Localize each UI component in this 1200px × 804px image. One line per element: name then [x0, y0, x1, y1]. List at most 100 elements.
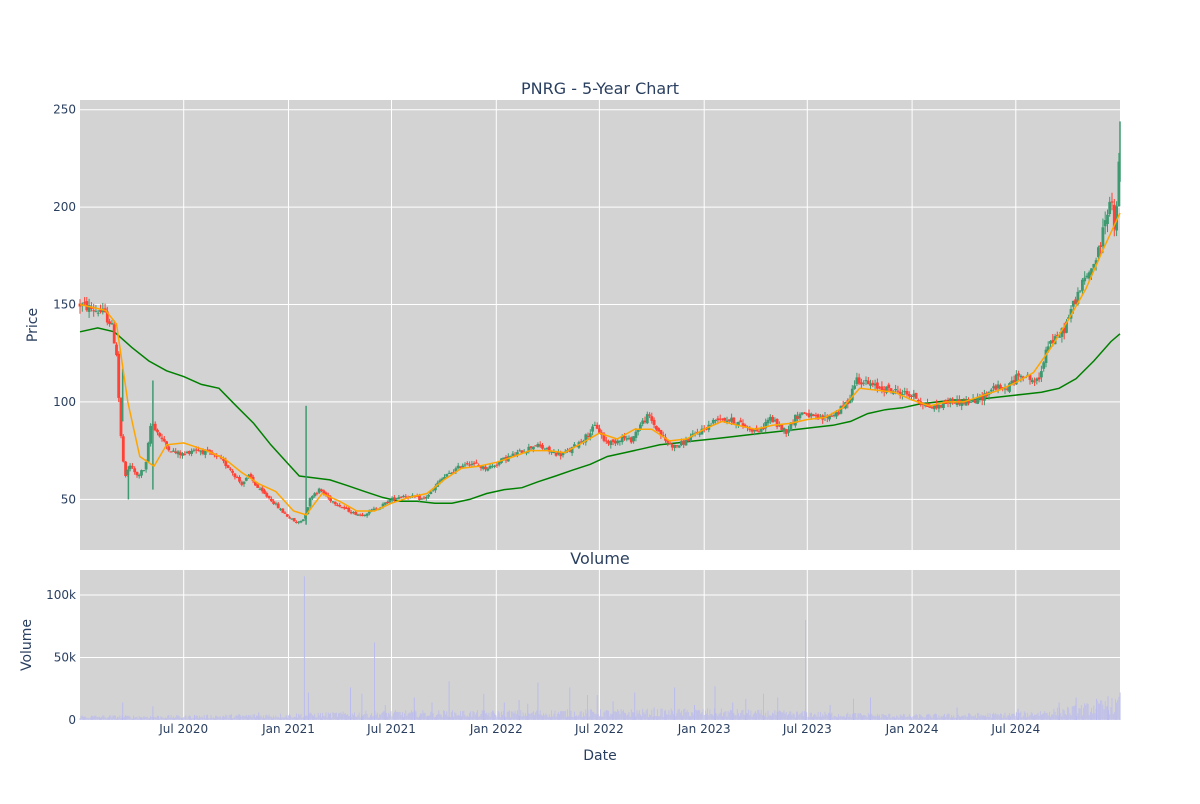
candle-body — [270, 498, 273, 502]
price-plot-area — [80, 100, 1120, 550]
candle-body — [579, 441, 583, 443]
candle-body — [1003, 388, 1007, 390]
candle-body — [914, 392, 918, 399]
candle-body — [561, 453, 565, 456]
candle-body — [750, 429, 754, 432]
candle-body — [1033, 381, 1036, 383]
candle-body — [680, 441, 683, 446]
candle-body — [748, 427, 752, 430]
candle-body — [1099, 245, 1102, 247]
candle-body — [807, 413, 811, 418]
x-tick-label: Jul 2021 — [366, 722, 416, 736]
candle-body — [108, 321, 111, 325]
volume-subplot-title: Volume — [570, 549, 630, 568]
candle-body — [999, 385, 1002, 390]
candle-body — [128, 465, 132, 470]
candle-body — [276, 503, 280, 509]
candle-body — [778, 424, 781, 426]
candle-body — [686, 439, 690, 441]
candle-body — [365, 513, 369, 516]
candle-body — [967, 399, 970, 404]
candle-body — [479, 465, 483, 469]
candle-body — [698, 433, 702, 435]
candle-body — [456, 465, 460, 469]
candle-body — [1117, 161, 1121, 207]
candle-body — [898, 391, 902, 396]
candle-body — [1103, 220, 1107, 227]
candle-body — [932, 405, 936, 410]
candle-body — [812, 414, 815, 417]
candle-body — [623, 435, 626, 439]
candle-body — [390, 497, 394, 501]
x-tick-label: Jul 2024 — [990, 722, 1040, 736]
candle-body — [215, 455, 219, 457]
candle-body — [1030, 379, 1034, 383]
candle-body — [1008, 383, 1011, 392]
candle-body — [308, 498, 312, 507]
x-tick-label: Jan 2023 — [677, 722, 731, 736]
candle-body — [541, 445, 544, 449]
candle-body — [333, 501, 337, 505]
candle-body — [449, 473, 453, 474]
candle-body — [265, 493, 269, 497]
candle-body — [131, 466, 134, 468]
candle-body — [714, 420, 717, 422]
x-tick-label: Jan 2021 — [261, 722, 315, 736]
candle-body — [146, 442, 150, 462]
candle-body — [336, 504, 339, 506]
candle-body — [675, 445, 679, 447]
candle-body — [481, 466, 485, 469]
candle-body — [238, 477, 241, 482]
candle-body — [297, 521, 301, 523]
candle-body — [349, 512, 353, 514]
candle-body — [591, 426, 594, 432]
candle-body — [668, 443, 672, 444]
candle-body — [121, 436, 125, 462]
candle-body — [1094, 260, 1098, 265]
candle-body — [434, 486, 437, 491]
candle-body — [794, 414, 797, 426]
candle-body — [420, 498, 424, 500]
candle-body — [251, 476, 255, 482]
candle-body — [721, 418, 724, 420]
candle-body — [231, 470, 234, 473]
candle-body — [422, 497, 426, 499]
candle-body — [627, 437, 631, 439]
candle-body — [741, 423, 745, 426]
candle-body — [757, 431, 761, 433]
price-y-tick-label: 150 — [53, 298, 76, 312]
candle-body — [1019, 375, 1023, 378]
candle-body — [682, 440, 686, 445]
candle-body — [762, 427, 765, 430]
candle-body — [1090, 268, 1093, 276]
candle-body — [516, 452, 519, 455]
candle-body — [119, 397, 123, 437]
chart-title: PNRG - 5-Year Chart — [521, 79, 679, 98]
candle-body — [593, 424, 597, 426]
candle-body — [584, 434, 588, 443]
candle-body — [484, 466, 487, 470]
candle-body — [873, 383, 877, 386]
candle-body — [1076, 291, 1080, 305]
candle-body — [468, 464, 471, 466]
candle-body — [996, 384, 1000, 389]
candle-body — [142, 470, 146, 472]
volume-y-tick-labels: 0 50k 100k — [46, 588, 76, 727]
candle-body — [472, 462, 476, 464]
candle-body — [317, 488, 321, 493]
candle-body — [486, 468, 490, 471]
x-tick-label: Jul 2022 — [574, 722, 624, 736]
candle-body — [545, 448, 549, 450]
candle-body — [611, 439, 615, 443]
candle-body — [219, 457, 223, 459]
candle-body — [176, 451, 180, 455]
candle-body — [616, 440, 620, 444]
candle-body — [338, 505, 342, 507]
volume-y-tick-label: 50k — [54, 651, 76, 665]
candle-body — [431, 489, 435, 491]
candle-body — [83, 302, 86, 304]
candle-body — [208, 450, 212, 453]
candle-body — [115, 344, 118, 356]
candle-body — [475, 462, 478, 464]
candle-body — [1049, 341, 1052, 344]
